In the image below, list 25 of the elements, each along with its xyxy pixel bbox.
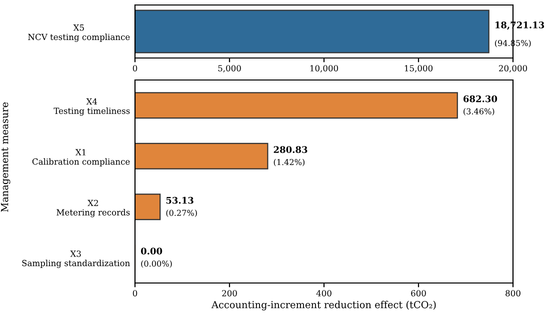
text: 53.13 xyxy=(166,196,194,204)
annotation: (3.46%) xyxy=(464,108,494,116)
x-axis-title: Accounting-increment reduction effect (tCO₂) xyxy=(211,300,436,310)
x-tick-label: 5,000 xyxy=(218,65,241,72)
y-tick-label: X1 Calibration compliance xyxy=(32,149,130,166)
y-axis-title: Management measure xyxy=(1,102,10,212)
y-tick-label: X3 Sampling standardization xyxy=(22,250,130,268)
annotation: (1.42%) xyxy=(274,158,304,166)
x-tick-label: 20,000 xyxy=(498,65,528,72)
y-tick-label: X4 Testing timeliness xyxy=(54,98,130,116)
text: 0.00 xyxy=(140,248,162,254)
x-tick-label: 0 xyxy=(132,290,138,296)
annotation: (0.00%) xyxy=(141,260,172,268)
x-tick-label: 0 xyxy=(132,65,138,72)
x-tick-label: 800 xyxy=(506,290,520,296)
y-tick-label: X2 Metering records xyxy=(56,200,130,218)
x-tick-label: 10,000 xyxy=(310,65,338,72)
annotation: (0.27%) xyxy=(166,210,197,218)
x-tick-label: 400 xyxy=(316,290,332,296)
y-tick-label: X5 NCV testing compliance xyxy=(28,24,130,42)
x-tick-label: 600 xyxy=(411,290,426,296)
x-tick-label: 15,000 xyxy=(404,65,433,72)
text: 682.30 xyxy=(464,95,498,102)
text: 280.83 xyxy=(274,146,308,153)
x-tick-label: 200 xyxy=(222,290,237,296)
